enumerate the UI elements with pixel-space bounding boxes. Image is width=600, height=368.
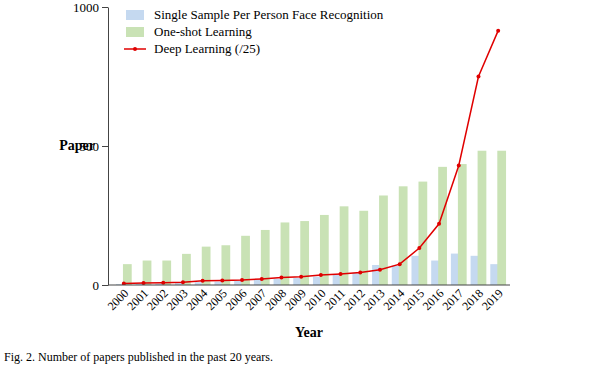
legend-entry: One-shot Learning: [126, 24, 252, 39]
legend-label: Single Sample Per Person Face Recognitio…: [154, 7, 384, 22]
x-tick-label: 2019: [479, 286, 506, 313]
line: [124, 31, 498, 284]
marker: [279, 275, 283, 279]
marker: [181, 280, 185, 284]
marker: [319, 273, 323, 277]
marker: [260, 277, 264, 281]
y-tick-label: 0: [93, 278, 100, 293]
y-tick: 0: [93, 278, 109, 293]
caption: Fig. 2. Number of papers published in th…: [4, 350, 273, 364]
marker: [358, 270, 362, 274]
bar-series: [123, 151, 506, 285]
marker: [161, 281, 165, 285]
legend-entry: Single Sample Per Person Face Recognitio…: [126, 7, 384, 22]
y-axis-title: Paper: [59, 138, 95, 153]
y-tick-mark: [102, 7, 108, 8]
legend-swatch: [126, 27, 144, 37]
bar: [261, 230, 270, 285]
bar: [458, 164, 467, 285]
marker: [417, 246, 421, 250]
legend-label: Deep Learning (/25): [154, 41, 260, 56]
marker: [201, 279, 205, 283]
y-tick-mark: [102, 146, 108, 147]
bar: [497, 151, 506, 285]
x-tick: 2019: [479, 285, 506, 313]
marker: [142, 281, 146, 285]
marker: [476, 75, 480, 79]
legend-marker: [133, 47, 137, 51]
marker: [496, 29, 500, 33]
marker: [240, 278, 244, 282]
y-axis-line: [108, 8, 109, 286]
legend: Single Sample Per Person Face Recognitio…: [124, 7, 384, 56]
marker: [437, 222, 441, 226]
legend-swatch: [126, 10, 144, 20]
bar: [241, 236, 250, 285]
bar: [399, 186, 408, 285]
markers: [122, 29, 500, 285]
marker: [122, 282, 126, 285]
marker: [299, 275, 303, 279]
marker: [220, 279, 224, 283]
chart: 0500100020002001200220032004200520062007…: [0, 0, 600, 368]
y-tick-label: 1000: [73, 0, 99, 15]
legend-label: One-shot Learning: [154, 24, 252, 39]
bar: [478, 151, 487, 285]
x-axis: 2000200120022003200420052006200720082009…: [105, 285, 510, 313]
x-axis-line: [108, 285, 510, 286]
marker: [339, 272, 343, 276]
plot-area: [116, 29, 506, 285]
marker: [378, 268, 382, 272]
bar: [438, 167, 447, 285]
y-tick-mark: [102, 285, 108, 286]
marker: [457, 163, 461, 167]
legend-entry: Deep Learning (/25): [124, 41, 260, 56]
marker: [398, 262, 402, 266]
y-tick: 1000: [73, 0, 108, 15]
bar: [418, 182, 427, 285]
x-axis-title: Year: [295, 325, 323, 340]
